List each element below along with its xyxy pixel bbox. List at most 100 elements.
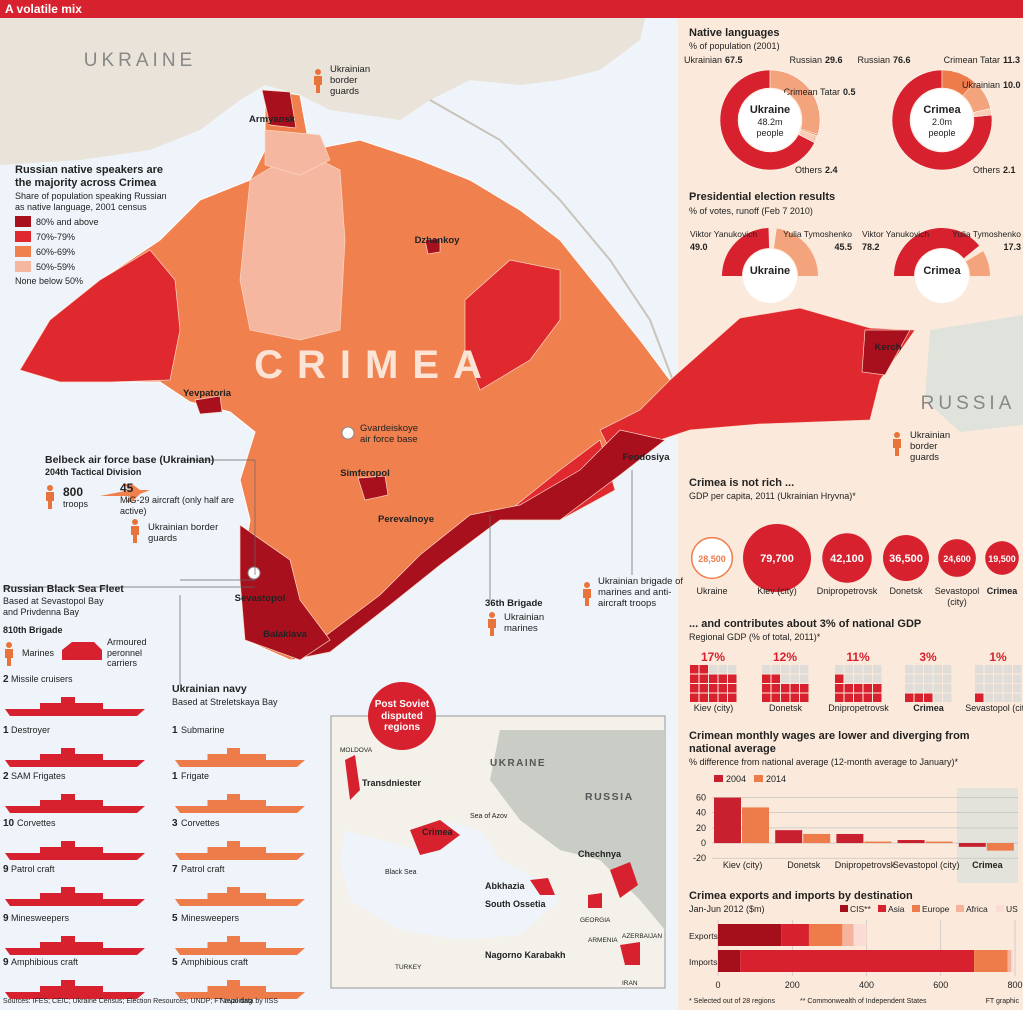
x-tick-label: Crimea: [972, 860, 1003, 870]
section-subtitle: GDP per capita, 2011 (Ukrainian Hryvna)*: [689, 491, 856, 501]
bar-segment: [974, 950, 1008, 972]
donut-population: 48.2m: [757, 117, 782, 127]
election-segment: [773, 228, 818, 276]
ship-count: 9: [3, 957, 9, 968]
region: [261, 89, 297, 129]
region: [357, 475, 389, 501]
inset-map: [330, 682, 666, 989]
donut-unit: people: [928, 128, 955, 138]
map-note: Ukrainian border guards: [910, 430, 951, 463]
ship-name: Corvettes: [181, 818, 220, 828]
y-tick-label: -20: [693, 853, 706, 863]
segment-value: 29.6: [825, 55, 843, 65]
gdp-value: 42,100: [830, 553, 864, 565]
marines-label: Marines: [22, 648, 55, 658]
bar: [897, 840, 925, 844]
bar: [742, 807, 769, 844]
candidate-name: Yulia Tymoshenko: [783, 229, 852, 239]
segment-value: 2.4: [825, 165, 838, 175]
candidate-name: Viktor Yanukovich: [862, 229, 929, 239]
region: [19, 249, 181, 383]
section-title: Crimea exports and imports by destinatio…: [689, 890, 913, 902]
legend-swatch: [15, 216, 31, 227]
bar-segment: [1011, 950, 1014, 972]
ship-count: 2: [3, 674, 9, 685]
regional-category: Dnipropetrovsk: [828, 703, 889, 713]
waffle-cell: [905, 684, 914, 693]
regional-category: Kiev (city): [693, 703, 734, 713]
waffle-cell: [905, 674, 914, 683]
x-tick-label: Donetsk: [787, 860, 821, 870]
header-bar: [0, 0, 1023, 18]
waffle-cell: [718, 684, 727, 693]
waffle-cell: [933, 684, 942, 693]
ship-count: 9: [3, 913, 9, 924]
troops-count: 800: [63, 485, 83, 499]
waffle-cell: [790, 665, 799, 674]
x-tick-label: 0: [715, 980, 720, 990]
bar-segment: [1007, 950, 1012, 972]
waffle-cell: [994, 684, 1003, 693]
airbase-icon: [247, 566, 261, 580]
bar-segment: [740, 950, 975, 972]
x-tick-label: 200: [785, 980, 800, 990]
waffle-cell: [835, 693, 844, 702]
region: [264, 129, 331, 176]
highlight-band: [956, 788, 1018, 883]
inset-label: Crimea: [422, 827, 454, 837]
waffle-cell: [728, 674, 737, 683]
waffle-cell: [924, 674, 933, 683]
waffle-cell: [690, 684, 699, 693]
inset-black-sea: [340, 820, 560, 940]
waffle-cell: [800, 665, 809, 674]
waffle-cell: [924, 665, 933, 674]
ship-name: Patrol craft: [181, 864, 225, 874]
region: [599, 307, 916, 471]
inset-badge-label: Post Soviet disputed regions: [374, 699, 430, 733]
segment-value: 76.6: [893, 55, 911, 65]
x-tick-label: Kiev (city): [722, 860, 763, 870]
waffle-cell: [975, 674, 984, 683]
candidate-value: 45.5: [834, 242, 852, 252]
person-icon: [894, 432, 900, 438]
legend-swatch: [15, 261, 31, 272]
y-tick-label: Imports: [689, 957, 717, 967]
region: [194, 395, 223, 415]
ship-name: Frigate: [181, 771, 209, 781]
gdp-bubble: [882, 534, 930, 582]
y-tick-label: 0: [701, 838, 706, 848]
map-note: 36th Brigade: [485, 598, 543, 609]
inset-label: South Ossetia: [485, 899, 547, 909]
map-note: Gvardeiskoye air force base: [360, 423, 419, 445]
fleet-ship: [5, 794, 145, 813]
section-title: Native languages: [689, 27, 779, 39]
legend-subtitle: Share of population speaking Russian as …: [15, 191, 167, 212]
city-label: Yevpatoria: [183, 388, 232, 399]
candidate-value: 49.0: [690, 242, 708, 252]
segment-name: Crimean Tatar: [944, 55, 1000, 65]
election-center: [743, 249, 797, 303]
waffle-cell: [1003, 665, 1012, 674]
ukraine-land: [0, 18, 645, 165]
section-subtitle: Based at Sevastopol Bay and Privdenna Ba…: [3, 596, 104, 617]
legend-note: None below 50%: [15, 276, 83, 286]
waffle-cell: [771, 674, 780, 683]
legend-label: US: [1006, 904, 1018, 914]
waffle-cell: [835, 684, 844, 693]
regional-category: Donetsk: [768, 703, 803, 713]
waffle-cell: [943, 693, 952, 702]
waffle-cell: [1013, 674, 1022, 683]
waffle-cell: [984, 665, 993, 674]
navy-ship: [175, 887, 305, 906]
waffle-cell: [975, 684, 984, 693]
navy-ship: [175, 841, 305, 860]
donut-segment: [972, 108, 993, 118]
page-title: A volatile mix: [5, 2, 82, 16]
navy-ship: [175, 794, 305, 813]
map-note: Ukrainian marines: [504, 612, 545, 634]
section-subtitle: Jan-Jun 2012 ($m): [689, 904, 765, 914]
segment-value: 11.3: [1003, 55, 1020, 65]
inset-badge: [368, 682, 436, 750]
waffle-cell: [943, 665, 952, 674]
waffle-cell: [1003, 674, 1012, 683]
